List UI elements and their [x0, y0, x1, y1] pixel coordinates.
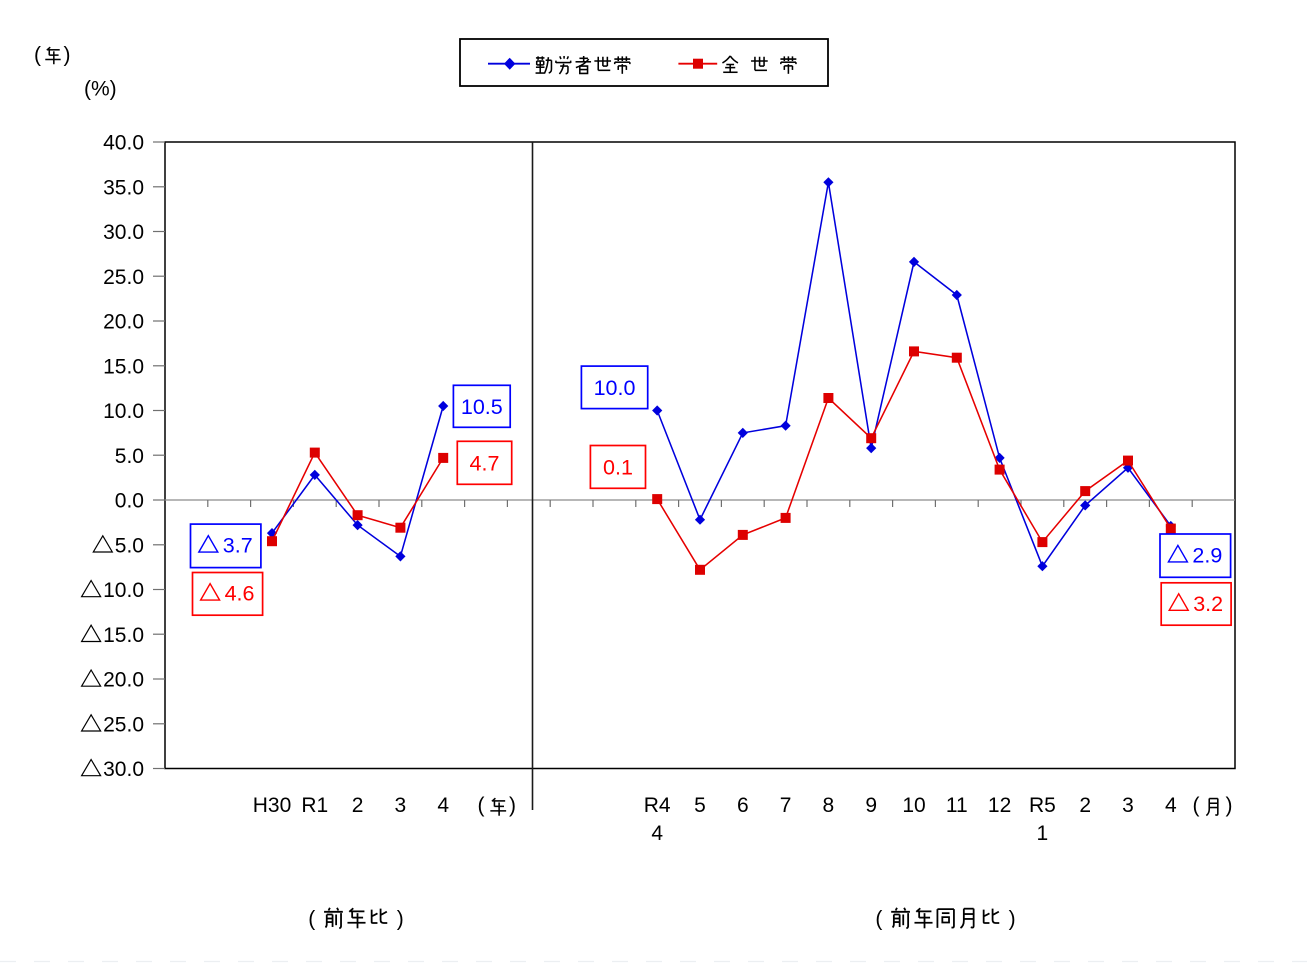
svg-text:35.0: 35.0: [103, 176, 144, 199]
svg-text:R4: R4: [644, 794, 671, 817]
svg-text:(: (: [34, 44, 41, 67]
svg-text:2: 2: [1079, 794, 1091, 817]
svg-text:3: 3: [1122, 794, 1134, 817]
svg-text:3: 3: [395, 794, 407, 817]
svg-text:20.0: 20.0: [103, 311, 144, 334]
svg-text:25.0: 25.0: [103, 266, 144, 289]
svg-text:5.0: 5.0: [115, 534, 144, 557]
svg-text:9: 9: [865, 794, 877, 817]
svg-text:(%): (%): [84, 78, 117, 101]
svg-text:5.0: 5.0: [115, 445, 144, 468]
svg-text:7: 7: [780, 794, 792, 817]
svg-text:5: 5: [694, 794, 706, 817]
svg-text:25.0: 25.0: [103, 713, 144, 736]
svg-text:10: 10: [902, 794, 925, 817]
svg-text:4: 4: [1165, 794, 1177, 817]
svg-text:): ): [1009, 908, 1016, 931]
svg-text:6: 6: [737, 794, 749, 817]
svg-text:): ): [397, 908, 404, 931]
svg-text:4.7: 4.7: [470, 452, 500, 476]
svg-text:(: (: [1193, 794, 1200, 817]
svg-text:R1: R1: [301, 794, 328, 817]
svg-text:4: 4: [651, 822, 663, 845]
svg-text:11: 11: [946, 794, 968, 817]
svg-text:(: (: [308, 908, 315, 931]
svg-text:10.5: 10.5: [461, 395, 503, 419]
svg-text:10.0: 10.0: [103, 400, 144, 423]
svg-text:30.0: 30.0: [103, 221, 144, 244]
svg-text:(: (: [875, 908, 882, 931]
svg-text:): ): [64, 44, 71, 67]
svg-text:2: 2: [352, 794, 364, 817]
svg-text:R5: R5: [1029, 794, 1056, 817]
svg-text:3.7: 3.7: [223, 534, 253, 558]
svg-text:20.0: 20.0: [103, 669, 144, 692]
svg-text:30.0: 30.0: [103, 758, 144, 781]
svg-text:(: (: [478, 794, 485, 817]
svg-text:0.0: 0.0: [115, 490, 144, 513]
svg-text:4: 4: [437, 794, 449, 817]
svg-text:H30: H30: [253, 794, 292, 817]
svg-text:): ): [509, 794, 516, 817]
svg-text:10.0: 10.0: [103, 579, 144, 602]
svg-text:12: 12: [988, 794, 1011, 817]
svg-text:1: 1: [1037, 822, 1049, 845]
svg-text:2.9: 2.9: [1192, 544, 1222, 568]
svg-text:): ): [1226, 794, 1233, 817]
svg-text:0.1: 0.1: [603, 456, 633, 480]
svg-text:4.6: 4.6: [225, 582, 255, 606]
svg-text:10.0: 10.0: [594, 376, 636, 400]
svg-text:15.0: 15.0: [103, 624, 144, 647]
svg-text:3.2: 3.2: [1193, 592, 1223, 616]
svg-text:40.0: 40.0: [103, 132, 144, 155]
svg-text:8: 8: [823, 794, 835, 817]
svg-text:15.0: 15.0: [103, 355, 144, 378]
